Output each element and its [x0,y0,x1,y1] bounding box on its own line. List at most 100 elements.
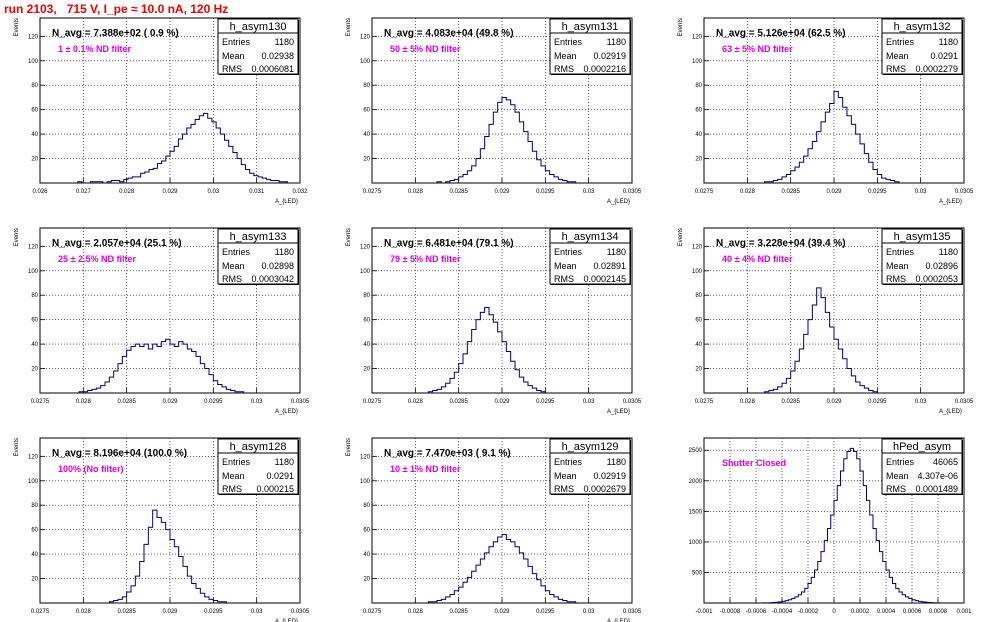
header-label: N_avg = 8.196e+04 (100.0 %) [52,448,187,459]
x-axis-title: A_{LED} [939,199,962,205]
y-axis-title: Events [346,438,352,456]
histogram-line [372,534,632,604]
x-tick-label: 0.0305 [955,399,974,405]
y-tick-label: 120 [360,454,371,460]
stats-value-mean: 0.02938 [261,51,294,61]
x-tick-label: 0.028 [76,399,92,405]
y-tick-label: 100 [692,59,703,65]
stats-value-mean: 0.02891 [593,261,626,271]
filter-annotation: 10 ± 1% ND filter [390,464,461,474]
y-axis-title: Events [346,228,352,246]
stats-value-rms: 0.0002216 [583,64,626,74]
histogram-panel-hPed_asym: -0.001 -0.0008 -0.0006 -0.0004 -0.0002 0 0.000… [689,437,972,615]
x-tick-label: 0.028 [119,189,135,195]
stats-box [549,18,631,75]
header-label: N_avg = 7.388e+02 ( 0.9 %) [52,28,179,39]
x-tick-label: 0.0305 [623,399,642,405]
stats-label-mean: Mean [554,51,577,61]
x-axis-title: A_{LED} [275,409,298,415]
y-tick-label: 20 [31,367,38,373]
y-tick-label: 500 [692,570,703,576]
histogram-panel-h_asym130: 0.026 0.027 0.028 0.029 0.03 0.031 0.032 20 40 60… [14,17,308,205]
histogram-line [40,509,300,604]
y-tick-label: 100 [692,269,703,275]
histogram-name: h_asym134 [562,231,619,243]
x-tick-label: 0.03 [251,609,263,615]
histogram-name: h_asym135 [894,231,951,243]
x-tick-label: 0 [832,609,836,615]
x-tick-label: 0.029 [826,399,842,405]
y-tick-label: 120 [28,34,39,40]
histogram-panel-h_asym132: 0.0275 0.028 0.0285 0.029 0.0295 0.03 0.0305 20… [678,17,974,205]
x-axis-title: A_{LED} [275,199,298,205]
y-axis-title: Events [14,228,20,246]
stats-value-mean: 0.0291 [266,471,294,481]
y-tick-label: 20 [695,367,702,373]
y-axis-title: Events [346,18,352,36]
x-tick-label: 0.028 [408,399,424,405]
stats-box [217,228,299,285]
x-tick-label: 0.029 [494,399,510,405]
y-tick-label: 40 [695,342,702,348]
y-tick-label: 120 [28,454,39,460]
y-tick-label: 60 [695,318,702,324]
x-tick-label: 0.0305 [291,399,310,405]
x-tick-label: 0.031 [249,189,265,195]
y-tick-label: 2500 [689,448,703,454]
x-tick-label: 0.0295 [868,189,887,195]
x-tick-label: 0.0295 [204,609,223,615]
stats-label-mean: Mean [886,51,909,61]
header-label: N_avg = 3.228e+04 (39.4 %) [716,238,846,249]
histogram-name: h_asym133 [230,231,287,243]
stats-value-mean: 0.02919 [593,51,626,61]
stats-value-rms: 0.0002145 [583,274,626,284]
y-tick-label: 100 [360,479,371,485]
stats-label-mean: Mean [222,51,245,61]
x-tick-label: 0.0285 [781,189,800,195]
y-tick-label: 20 [695,157,702,163]
x-tick-label: 0.0295 [536,609,555,615]
stats-value-mean: 0.02896 [925,261,958,271]
y-tick-label: 80 [363,503,370,509]
histogram-panel-h_asym128: 0.0275 0.028 0.0285 0.029 0.0295 0.03 0.0305 20… [14,437,310,622]
y-axis-title: Events [678,228,684,246]
x-tick-label: 0.0285 [449,189,468,195]
stats-value-entries: 1180 [275,457,294,467]
stats-value-entries: 46065 [933,457,958,467]
x-axis-title: A_{LED} [607,409,630,415]
x-tick-label: -0.001 [695,609,713,615]
x-tick-label: 0.0275 [31,609,50,615]
histogram-name: hPed_asym [893,441,951,453]
y-tick-label: 1000 [689,540,703,546]
x-axis-title: A_{LED} [275,619,298,622]
x-tick-label: 0.0275 [695,399,714,405]
stats-box [217,438,299,495]
y-tick-label: 40 [31,342,38,348]
stats-box [549,438,631,495]
y-axis-title: Events [14,438,20,456]
x-tick-label: 0.0295 [536,399,555,405]
x-tick-label: 0.0295 [868,399,887,405]
stats-label-rms: RMS [886,484,906,494]
stats-label-entries: Entries [554,37,583,47]
stats-value-rms: 0.0001489 [915,484,958,494]
x-tick-label: 0.03 [251,399,263,405]
stats-label-mean: Mean [222,471,245,481]
stats-value-mean: 0.02919 [593,471,626,481]
stats-label-entries: Entries [886,457,915,467]
stats-label-rms: RMS [554,274,574,284]
x-tick-label: 0.032 [292,189,308,195]
stats-value-entries: 1180 [275,247,294,257]
x-tick-label: -0.0008 [720,609,741,615]
x-tick-label: 0.0275 [695,189,714,195]
x-axis-title: A_{LED} [939,409,962,415]
y-tick-label: 100 [28,479,39,485]
y-tick-label: 100 [360,59,371,65]
filter-annotation: Shutter Closed [722,458,786,468]
y-tick-label: 60 [31,318,38,324]
x-tick-label: 0.0285 [781,399,800,405]
stats-value-rms: 0.0003042 [251,274,294,284]
y-tick-label: 100 [28,269,39,275]
x-tick-label: 0.03 [583,609,595,615]
y-tick-label: 120 [692,244,703,250]
